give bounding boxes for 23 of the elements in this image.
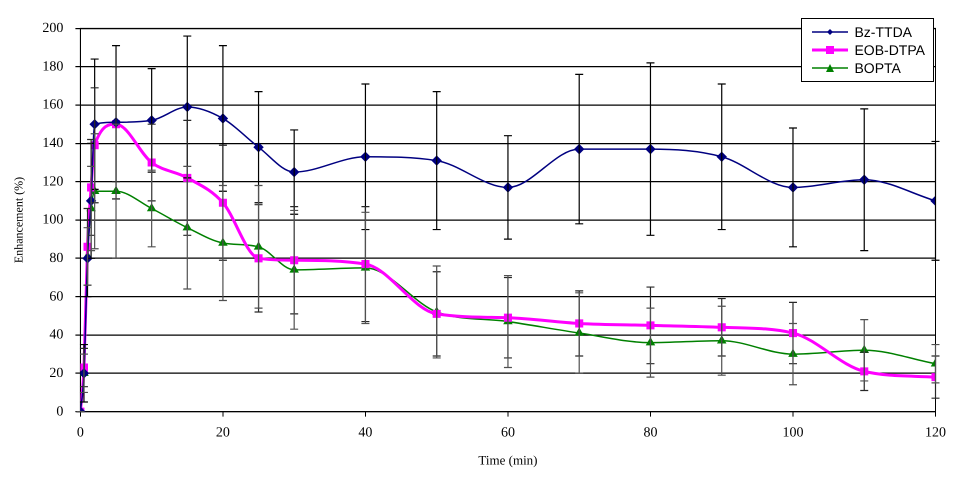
y-tick-label: 0 (56, 404, 64, 420)
x-tick-label: 40 (358, 426, 372, 441)
y-tick-label: 80 (49, 250, 64, 266)
x-tick-label: 100 (782, 426, 804, 441)
legend-label: Bz-TTDA (854, 23, 912, 41)
y-tick-label: 40 (49, 328, 64, 343)
y-axis-title: Enhancement (%) (11, 176, 26, 264)
x-tick-label: 120 (925, 426, 946, 441)
y-tick-label: 200 (42, 21, 64, 36)
legend-label: EOB-DTPA (854, 41, 925, 59)
x-tick-label: 80 (643, 426, 658, 441)
x-axis-title: Time (min) (478, 452, 538, 468)
x-tick-label: 20 (216, 426, 230, 441)
y-tick-label: 180 (42, 59, 64, 74)
y-tick-label: 120 (42, 174, 64, 190)
y-tick-label: 60 (49, 289, 64, 304)
y-tick-label: 20 (49, 366, 64, 381)
y-tick-label: 100 (42, 212, 64, 228)
y-tick-label: 160 (42, 98, 64, 113)
x-tick-label: 60 (500, 426, 515, 441)
y-tick-label: 140 (42, 136, 64, 152)
x-tick-label: 0 (76, 426, 84, 441)
legend-label: BOPTA (854, 59, 901, 77)
